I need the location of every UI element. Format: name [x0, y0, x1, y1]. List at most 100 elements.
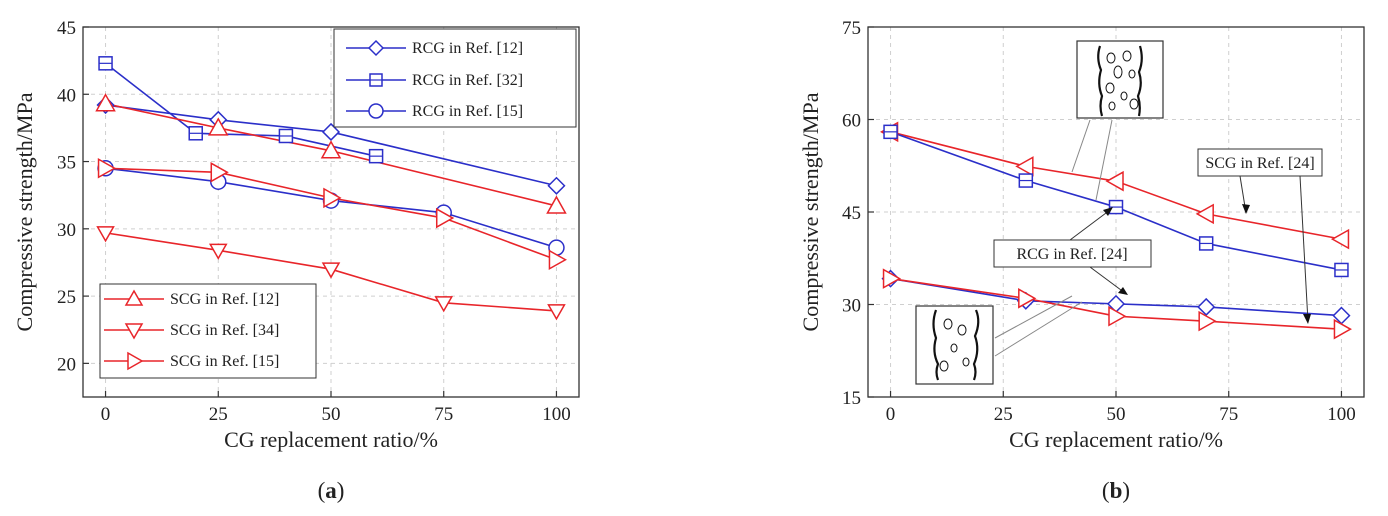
- panel-a-label-letter: a: [325, 478, 337, 503]
- panel-b-series-3-point-2: [1108, 305, 1127, 327]
- panel-b-ytick-label-15: 15: [842, 388, 861, 409]
- panel-a-series-0-line: [105, 104, 557, 187]
- panel-a-xtick-label-75: 75: [434, 404, 453, 425]
- crack-sketch-bottom-icon: [915, 305, 994, 385]
- scg-arrow-2: [1299, 175, 1309, 323]
- legend-marker-triangle-right: [127, 351, 144, 371]
- panel-a-x-axis-title: CG replacement ratio/%: [224, 427, 438, 452]
- crack-sketch-top-frame: [1076, 40, 1164, 119]
- panel-b-xtick-label-25: 25: [994, 404, 1013, 425]
- rcg-arrowhead-1: [1103, 207, 1113, 216]
- legend-marker-triangle-up: [124, 289, 144, 306]
- legend-label-rcg-15: RCG in Ref. [15]: [412, 103, 523, 120]
- annotation-rcg-label: RCG in Ref. [24]: [1016, 246, 1127, 263]
- annotation-scg-box: [1197, 148, 1323, 177]
- panel-a-legend-bottom: SCG in Ref. [12] SCG in Ref. [34] SCG in…: [99, 283, 317, 379]
- legend-marker-triangle-down: [124, 323, 144, 340]
- rcg-arrow-1: [1069, 209, 1111, 241]
- crack-line-4: [972, 309, 980, 381]
- pore-12: [939, 360, 949, 372]
- panel-a-series-3-point-3: [546, 195, 567, 214]
- panel-b-series-3-point-3: [1198, 310, 1217, 332]
- panel-b-ytick-label-60: 60: [842, 111, 861, 132]
- panel-b-label-letter: b: [1110, 478, 1123, 503]
- crack-line-1: [1097, 45, 1104, 117]
- leader-3: [994, 295, 1073, 339]
- pore-9: [943, 318, 953, 330]
- pore-1: [1106, 52, 1116, 64]
- pore-8: [1108, 101, 1116, 111]
- panel-a-y-axis-title: Compressive strength/MPa: [12, 92, 37, 331]
- leader-2: [1095, 119, 1113, 201]
- panel-a-series-4-point-0: [96, 226, 115, 243]
- legend-label-rcg-12: RCG in Ref. [12]: [412, 40, 523, 57]
- panel-a-series-0-point-2: [321, 122, 341, 142]
- panel-a-series: [95, 56, 567, 321]
- panel-a-series-5-point-4: [548, 249, 567, 271]
- panel-b-axes: 0 25 50 75 100 15 30 45 60 75: [842, 18, 1356, 425]
- annotation-scg-ref-24: SCG in Ref. [24]: [1197, 148, 1323, 324]
- panel-a-label-suffix: ): [337, 478, 345, 503]
- annotation-rcg-ref-24: RCG in Ref. [24]: [993, 207, 1152, 295]
- crack-line-2: [1136, 45, 1143, 117]
- pore-11: [950, 343, 958, 353]
- panel-a-xtick-label-50: 50: [322, 404, 341, 425]
- panel-b-series: [880, 121, 1352, 340]
- inset-leader-lines: [994, 119, 1113, 357]
- panel-b-ytick-label-30: 30: [842, 296, 861, 317]
- panel-b-label-prefix: (: [1102, 478, 1110, 503]
- panel-b-series-0-point-2: [1105, 170, 1124, 192]
- panel-a-series-5-point-3: [435, 207, 455, 229]
- rcg-arrowhead-2: [1118, 287, 1128, 295]
- panel-a-ytick-label-40: 40: [57, 85, 76, 106]
- panel-a-series-4-point-2: [321, 262, 341, 279]
- panel-a-series-5-point-1: [210, 162, 229, 183]
- panel-a-ytick-label-25: 25: [57, 287, 76, 308]
- panel-b-series-0-point-4: [1330, 228, 1350, 250]
- panel-b-label: (b): [1102, 478, 1130, 503]
- panel-a-xtick-label-25: 25: [209, 404, 228, 425]
- legend-marker-diamond: [367, 39, 385, 57]
- panel-a-series-4-point-1: [208, 243, 228, 260]
- panel-b-series-3-point-0: [882, 268, 902, 289]
- panel-a-series-4-point-4: [547, 304, 566, 321]
- panel-a-legend-top: RCG in Ref. [12] RCG in Ref. [32] RCG in…: [333, 28, 577, 128]
- leader-1: [1071, 119, 1091, 173]
- pore-5: [1105, 82, 1115, 94]
- pore-3: [1113, 65, 1123, 79]
- panel-a-ytick-label-35: 35: [57, 153, 76, 174]
- panel-b-series-0-point-3: [1195, 203, 1214, 225]
- panel-b-ytick-label-45: 45: [842, 203, 861, 224]
- panel-a-chart: 0 25 50 75 100 20 25 30 35 40 45 RCG in Ref. [12] …: [12, 18, 580, 503]
- panel-b-xtick-label-75: 75: [1219, 404, 1238, 425]
- panel-b-y-axis-title: Compressive strength/MPa: [798, 92, 823, 331]
- rcg-arrow-2: [1089, 266, 1126, 294]
- panel-a-series-3-point-0: [95, 93, 116, 112]
- panel-a-label: (a): [318, 478, 345, 503]
- panel-b-xtick-label-0: 0: [886, 404, 896, 425]
- panel-b-series-3-point-1: [1018, 288, 1037, 309]
- panel-a-label-prefix: (: [318, 478, 326, 503]
- panel-a-ytick-label-45: 45: [57, 18, 76, 39]
- scg-arrowhead-1: [1242, 204, 1250, 214]
- panel-a-ytick-label-20: 20: [57, 354, 76, 375]
- panel-a-axes: 0 25 50 75 100 20 25 30 35 40 45: [57, 18, 571, 425]
- annotation-scg-label: SCG in Ref. [24]: [1205, 155, 1314, 172]
- panel-a-series-3-point-2: [320, 140, 342, 159]
- panel-b-xtick-label-100: 100: [1327, 404, 1356, 425]
- panel-a-ytick-label-30: 30: [57, 220, 76, 241]
- panel-a-series-5-point-0: [97, 157, 117, 179]
- scg-arrowhead-2: [1303, 314, 1311, 324]
- crack-line-3: [932, 309, 940, 381]
- panel-b-xtick-label-50: 50: [1107, 404, 1126, 425]
- panel-a-series-3-point-1: [207, 117, 229, 136]
- legend-marker-circle: [368, 103, 384, 119]
- panel-b-series-2-point-3: [1197, 297, 1216, 317]
- panel-b-series-3-point-4: [1333, 318, 1352, 340]
- panel-a-series-0-point-3: [547, 176, 566, 195]
- panel-b-series-0-point-1: [1015, 156, 1034, 177]
- legend-label-rcg-32: RCG in Ref. [32]: [412, 72, 523, 89]
- pore-7: [1129, 98, 1139, 110]
- pore-13: [962, 357, 970, 367]
